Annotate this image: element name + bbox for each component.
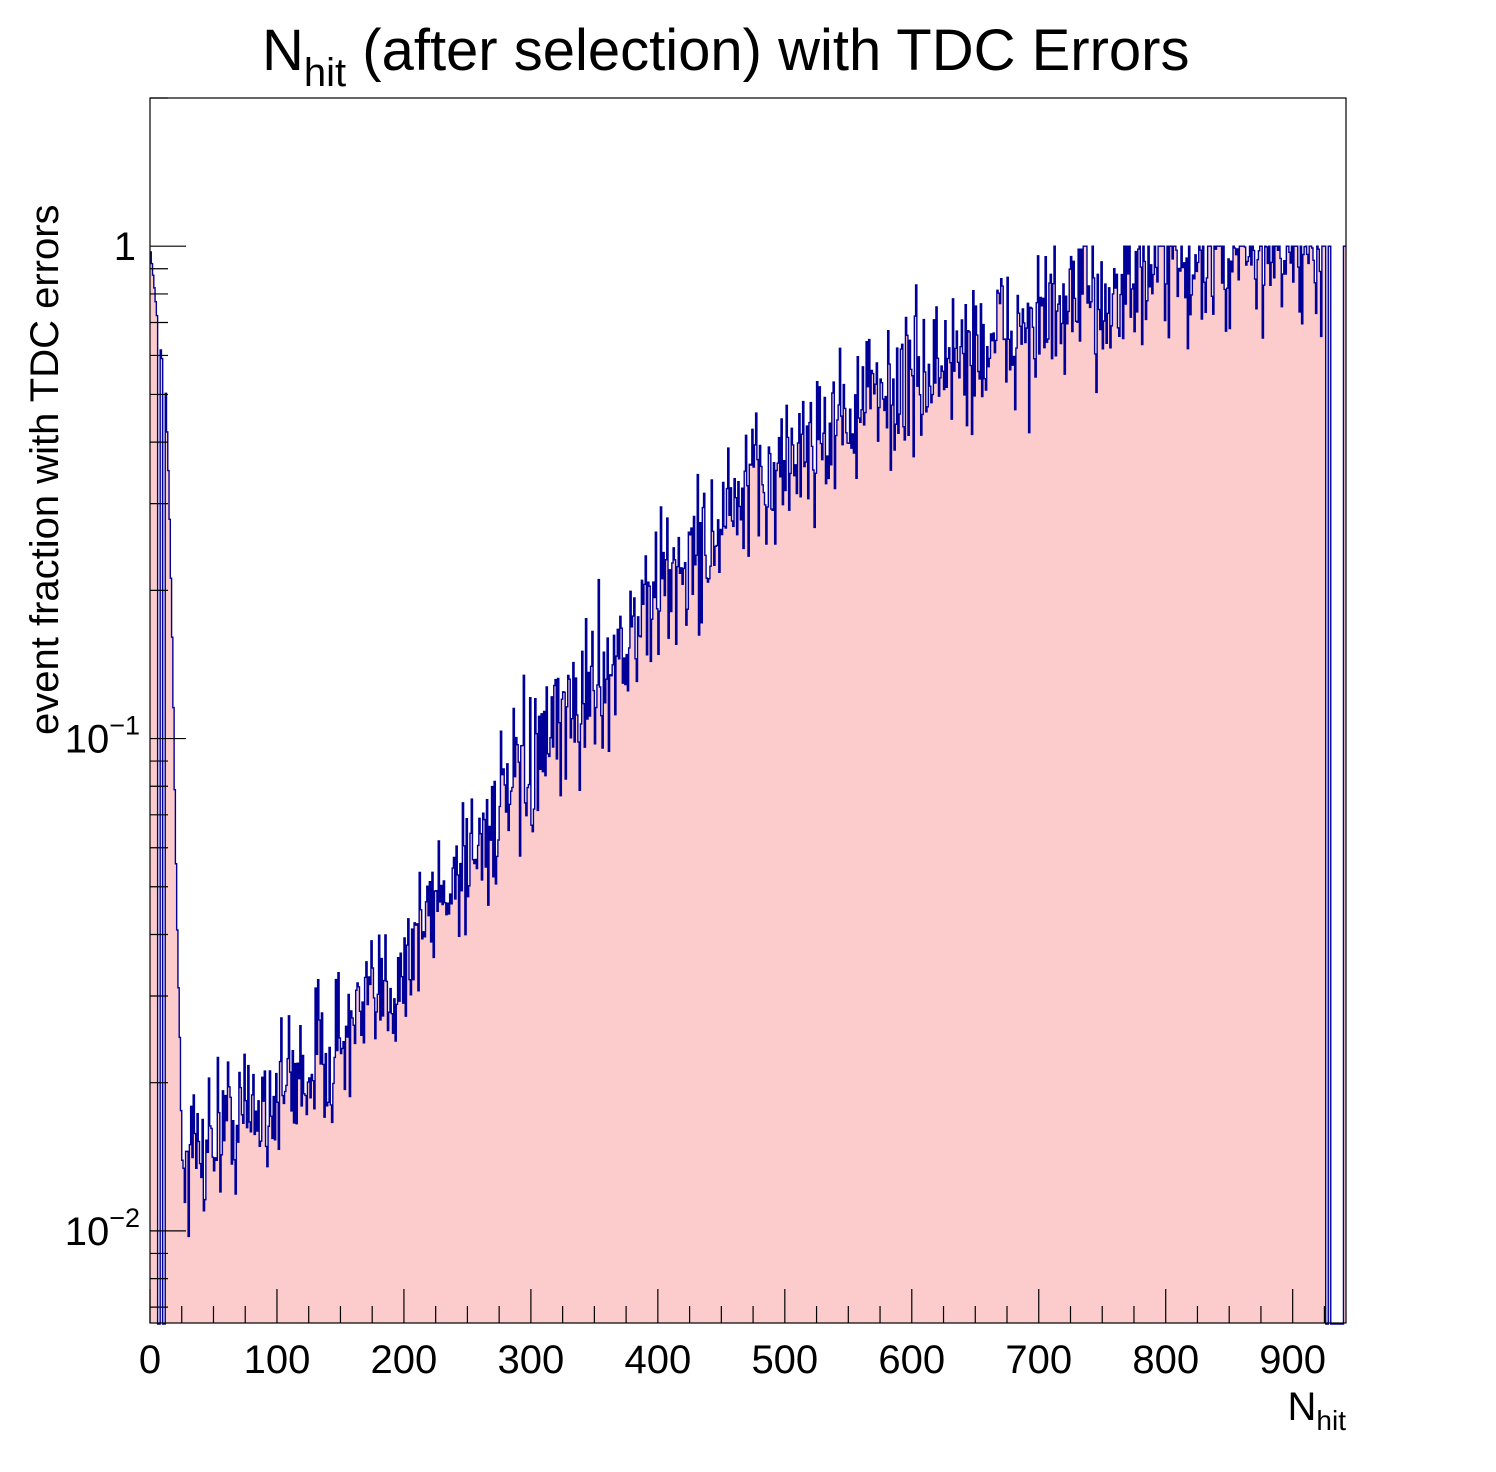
x-tick-label: 900 — [1259, 1338, 1326, 1382]
y-tick-label: 10−1 — [65, 711, 140, 762]
x-tick-label: 0 — [139, 1338, 161, 1382]
y-tick-label: 1 — [114, 225, 136, 269]
x-tick-label: 100 — [244, 1338, 311, 1382]
x-tick-label: 500 — [751, 1338, 818, 1382]
x-tick-label: 700 — [1005, 1338, 1072, 1382]
y-tick-mantissa: 10 — [65, 1210, 110, 1254]
title-main: N — [262, 18, 304, 83]
plot-frame — [149, 97, 1347, 1324]
x-tick-label: 400 — [624, 1338, 691, 1382]
x-label-subscript: hit — [1316, 1405, 1346, 1436]
y-axis-label: event fraction with TDC errors — [23, 204, 67, 735]
histogram-outline — [150, 245, 1346, 1325]
x-tick-label: 200 — [371, 1338, 438, 1382]
histogram-layer — [150, 245, 1346, 1325]
x-tick-label: 600 — [878, 1338, 945, 1382]
y-tick-mantissa: 10 — [65, 718, 110, 762]
x-tick-label: 800 — [1132, 1338, 1199, 1382]
title-subscript: hit — [304, 51, 346, 95]
y-tick-label: 10−2 — [65, 1203, 140, 1254]
chart-title: Nhit (after selection) with TDC Errors — [262, 18, 1190, 95]
y-tick-exponent: −2 — [109, 1203, 140, 1233]
y-tick-exponent: −1 — [109, 711, 140, 741]
x-label-main: N — [1288, 1385, 1317, 1429]
title-rest: (after selection) with TDC Errors — [346, 18, 1189, 83]
histogram-fill — [150, 246, 1346, 1324]
y-tick-mantissa: 1 — [114, 225, 136, 269]
x-tick-label: 300 — [498, 1338, 565, 1382]
x-axis-label: Nhit — [1288, 1385, 1347, 1436]
